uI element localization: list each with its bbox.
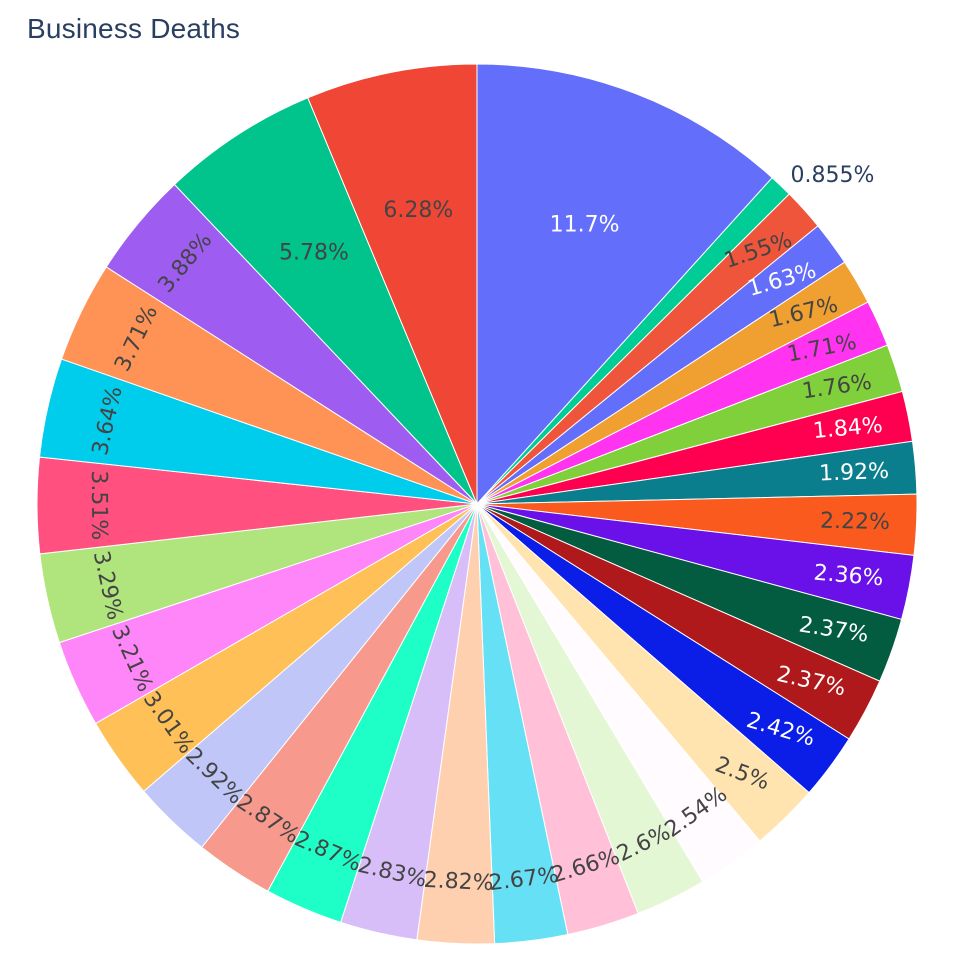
pie-slice[interactable]: [173, 97, 478, 505]
slice-label: 2.36%: [813, 561, 885, 592]
slice-label: 0.855%: [791, 163, 875, 188]
slice-label: 2.22%: [820, 509, 890, 535]
slice-label: 6.28%: [383, 198, 453, 223]
slice-label: 11.7%: [550, 212, 620, 237]
slice-label: 1.92%: [819, 459, 890, 487]
chart-title: Business Deaths: [27, 13, 241, 44]
slice-label: 2.82%: [423, 868, 494, 896]
pie-slice[interactable]: [307, 63, 478, 505]
slice-label: 3.51%: [86, 470, 111, 540]
slice-label: 5.78%: [279, 241, 349, 266]
pie-slice[interactable]: [476, 63, 773, 506]
